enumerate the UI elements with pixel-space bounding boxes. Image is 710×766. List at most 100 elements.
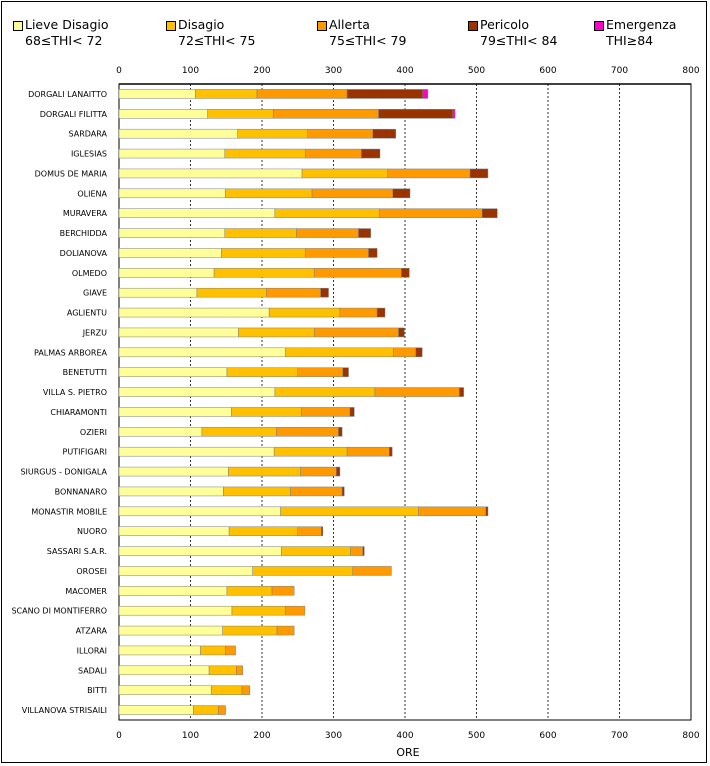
bar-segment (196, 287, 267, 298)
bar-segment (118, 605, 233, 616)
bar-segment (481, 208, 498, 218)
x-tick-label-bottom: 700 (611, 731, 628, 741)
legend-label: Disagio (178, 17, 225, 32)
bar-segment (226, 367, 298, 377)
x-tick-label-top: 200 (253, 66, 270, 76)
category-label: MONASTIR MOBILE (31, 507, 107, 516)
category-label: DOLIANOVA (60, 249, 108, 258)
bar-segment (193, 705, 219, 715)
bar-segment (228, 466, 301, 477)
bar-segment (210, 685, 243, 695)
bar-segment (118, 327, 239, 338)
bar-segment (118, 427, 203, 437)
bar-segment (118, 407, 232, 417)
category-label: SADALI (78, 666, 107, 675)
bar-segment (118, 208, 276, 218)
category-label: IGLESIAS (71, 150, 107, 159)
bar-segment (201, 427, 277, 437)
x-axis-title: ORE (396, 746, 419, 759)
bar-segment (376, 307, 386, 318)
category-label: SCANO DI MONTIFERRO (11, 607, 107, 616)
bar-segment (307, 128, 374, 139)
legend-range: 72≤THI< 75 (178, 33, 256, 48)
bar-segment (379, 208, 483, 218)
bar-segment (305, 248, 369, 258)
bar-segment (296, 228, 359, 238)
x-tick-label-bottom: 0 (116, 731, 122, 741)
bar-segment (392, 188, 411, 199)
bar-segment (280, 506, 419, 517)
bar-segment (118, 228, 226, 238)
bar-segment (301, 407, 351, 417)
bar-segment (118, 268, 215, 278)
bar-segment (459, 387, 464, 397)
bar-segment (208, 665, 237, 676)
bar-segment (218, 705, 226, 715)
x-tick-label-top: 300 (325, 66, 342, 76)
category-label: VILLANOVA STRISAILI (22, 706, 107, 715)
bar-segment (256, 89, 348, 99)
bar-segment (321, 526, 324, 536)
legend-range: 75≤THI< 79 (329, 33, 407, 48)
bar-segment (118, 705, 194, 715)
bar-segment (225, 645, 236, 656)
category-label: GIAVE (83, 289, 107, 298)
legend-label: Emergenza (606, 17, 677, 32)
bar-segment (271, 586, 295, 596)
bar-segment (118, 526, 230, 536)
bar-segment (393, 347, 416, 358)
bar-segment (305, 148, 362, 159)
category-label: PALMAS ARBOREA (34, 348, 108, 357)
bar-segment (118, 168, 303, 179)
bar-segment (118, 367, 228, 377)
bar-segment (228, 526, 298, 536)
bar-segment (118, 566, 253, 576)
legend-label: Pericolo (480, 17, 530, 32)
bar-segment (276, 427, 339, 437)
bar-segment (118, 586, 228, 596)
category-label: BENETUTTI (63, 368, 107, 377)
bar-segment (285, 605, 306, 616)
bar-segment (485, 506, 489, 517)
bar-segment (220, 248, 306, 258)
bar-segment (118, 109, 208, 119)
bar-segment (422, 89, 429, 99)
bar-segment (352, 566, 392, 576)
category-label: BERCHIDDA (60, 229, 108, 238)
bar-segment (311, 188, 394, 199)
bar-segment (118, 387, 276, 397)
bar-segment (118, 506, 281, 517)
bar-segment (118, 307, 270, 318)
legend-range: 68≤THI< 72 (25, 33, 103, 48)
x-tick-label-bottom: 200 (253, 731, 270, 741)
bar-segment (401, 268, 410, 278)
legend-swatch (166, 21, 176, 31)
bar-segment (297, 526, 322, 536)
category-label: BONNANARO (55, 487, 107, 496)
x-tick-label-top: 700 (611, 66, 628, 76)
bar-segment (118, 347, 286, 358)
category-label: AGLIENTU (67, 309, 107, 318)
bar-segment (252, 566, 354, 576)
category-label: DORGALI LANAITTO (28, 90, 107, 99)
bar-segment (301, 168, 389, 179)
bar-segment (238, 327, 315, 338)
bar-segment (378, 109, 454, 119)
category-label: CHIARAMONTI (50, 408, 107, 417)
bar-segment (372, 128, 396, 139)
bar-segment (118, 128, 238, 139)
category-label: MURAVERA (63, 209, 108, 218)
bar-segment (313, 268, 402, 278)
category-label: SIURGUS - DONIGALA (20, 468, 107, 477)
bar-segment (200, 645, 226, 656)
bar-segment (118, 248, 222, 258)
legend-label: Lieve Disagio (25, 17, 109, 32)
category-label: DORGALI FILITTA (40, 110, 108, 119)
bar-segment (118, 665, 210, 676)
bar-segment (266, 287, 321, 298)
x-tick-label-top: 400 (396, 66, 413, 76)
x-tick-label-top: 500 (468, 66, 485, 76)
bar-segment (398, 327, 405, 338)
bar-segment (195, 89, 258, 99)
